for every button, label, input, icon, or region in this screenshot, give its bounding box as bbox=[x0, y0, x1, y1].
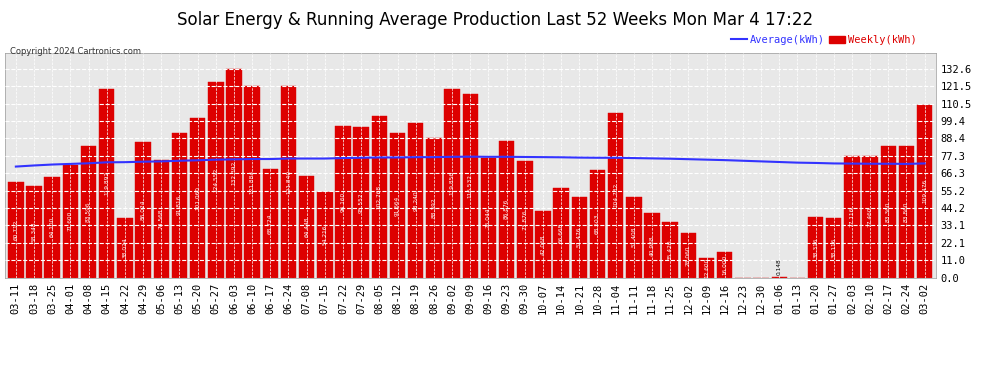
Bar bbox=[117, 217, 133, 278]
Bar bbox=[445, 89, 459, 278]
Text: 132.392: 132.392 bbox=[232, 161, 237, 186]
Bar bbox=[626, 196, 642, 278]
Bar bbox=[880, 146, 896, 278]
Bar bbox=[499, 141, 515, 278]
Bar bbox=[426, 138, 442, 278]
Text: 40.988: 40.988 bbox=[649, 235, 654, 256]
Bar bbox=[571, 196, 587, 278]
Bar bbox=[517, 161, 533, 278]
Bar bbox=[590, 170, 605, 278]
Text: 86.024: 86.024 bbox=[141, 200, 146, 220]
Bar bbox=[353, 127, 369, 278]
Text: 124.552: 124.552 bbox=[213, 167, 218, 192]
Text: 16.000: 16.000 bbox=[723, 255, 728, 275]
Bar bbox=[826, 217, 842, 278]
Bar bbox=[717, 252, 733, 278]
Text: 12.600: 12.600 bbox=[704, 257, 709, 278]
Bar bbox=[8, 182, 24, 278]
Text: 74.568: 74.568 bbox=[158, 209, 163, 229]
Text: 77.116: 77.116 bbox=[849, 207, 854, 227]
Text: 101.060: 101.060 bbox=[195, 186, 200, 210]
Bar bbox=[299, 176, 315, 278]
Text: 35.420: 35.420 bbox=[667, 239, 672, 260]
Bar bbox=[662, 222, 678, 278]
Bar bbox=[917, 105, 933, 278]
Bar bbox=[681, 233, 696, 278]
Bar bbox=[99, 89, 115, 278]
Text: 83.360: 83.360 bbox=[886, 202, 891, 222]
Text: 83.860: 83.860 bbox=[904, 201, 909, 222]
Bar bbox=[153, 160, 169, 278]
Bar bbox=[844, 156, 859, 278]
Text: 119.892: 119.892 bbox=[104, 171, 109, 195]
Text: 116.532: 116.532 bbox=[467, 174, 473, 198]
Text: 109.476: 109.476 bbox=[922, 179, 928, 203]
Bar bbox=[536, 211, 550, 278]
Bar bbox=[862, 156, 878, 278]
Bar bbox=[227, 69, 242, 278]
Bar bbox=[699, 258, 714, 278]
Bar bbox=[262, 170, 278, 278]
Text: 0.148: 0.148 bbox=[777, 258, 782, 275]
Text: 77.460: 77.460 bbox=[867, 206, 872, 227]
Bar bbox=[644, 213, 659, 278]
Text: 76.044: 76.044 bbox=[486, 207, 491, 228]
Bar bbox=[317, 192, 333, 278]
Text: Copyright 2024 Cartronics.com: Copyright 2024 Cartronics.com bbox=[10, 47, 141, 56]
Bar bbox=[62, 165, 78, 278]
Text: 68.724: 68.724 bbox=[268, 213, 273, 234]
Bar bbox=[336, 126, 350, 278]
Bar bbox=[27, 186, 42, 278]
Text: 104.732: 104.732 bbox=[613, 183, 618, 207]
Bar bbox=[81, 146, 96, 278]
Text: 68.503: 68.503 bbox=[595, 213, 600, 234]
Text: 71.600: 71.600 bbox=[68, 211, 73, 231]
Text: 91.816: 91.816 bbox=[177, 195, 182, 215]
Text: 96.160: 96.160 bbox=[341, 192, 346, 212]
Text: 121.884: 121.884 bbox=[249, 170, 254, 194]
Text: 86.876: 86.876 bbox=[504, 199, 509, 219]
Text: 38.024: 38.024 bbox=[123, 237, 128, 258]
Text: 95.552: 95.552 bbox=[358, 192, 363, 213]
Text: Solar Energy & Running Average Production Last 52 Weeks Mon Mar 4 17:22: Solar Energy & Running Average Productio… bbox=[177, 11, 813, 29]
Bar bbox=[136, 142, 150, 278]
Bar bbox=[808, 217, 824, 278]
Text: 56.668: 56.668 bbox=[558, 223, 563, 243]
Text: 38.116: 38.116 bbox=[832, 237, 837, 258]
Bar bbox=[371, 116, 387, 278]
Text: 64.100: 64.100 bbox=[50, 217, 54, 237]
Bar bbox=[462, 94, 478, 278]
Text: 64.448: 64.448 bbox=[304, 216, 309, 237]
Bar bbox=[281, 86, 296, 278]
Bar bbox=[45, 177, 60, 278]
Bar bbox=[190, 118, 205, 278]
Text: 28.060: 28.060 bbox=[686, 245, 691, 266]
Text: 102.768: 102.768 bbox=[377, 184, 382, 209]
Text: 88.392: 88.392 bbox=[432, 198, 437, 218]
Bar bbox=[899, 146, 914, 278]
Text: 38.316: 38.316 bbox=[813, 237, 818, 258]
Bar bbox=[408, 123, 424, 278]
Text: 60.712: 60.712 bbox=[13, 219, 19, 240]
Legend: Average(kWh), Weekly(kWh): Average(kWh), Weekly(kWh) bbox=[728, 31, 921, 49]
Text: 51.476: 51.476 bbox=[577, 227, 582, 247]
Bar bbox=[245, 86, 259, 278]
Bar bbox=[553, 188, 569, 278]
Text: 121.840: 121.840 bbox=[286, 170, 291, 194]
Text: 58.348: 58.348 bbox=[32, 221, 37, 242]
Text: 91.664: 91.664 bbox=[395, 195, 400, 216]
Text: 119.856: 119.856 bbox=[449, 171, 454, 195]
Text: 73.876: 73.876 bbox=[523, 209, 528, 230]
Text: 98.240: 98.240 bbox=[413, 190, 418, 210]
Text: 54.216: 54.216 bbox=[323, 225, 328, 245]
Text: 51.408: 51.408 bbox=[632, 227, 637, 247]
Text: 83.596: 83.596 bbox=[86, 201, 91, 222]
Bar bbox=[390, 133, 405, 278]
Text: 42.068: 42.068 bbox=[541, 234, 545, 255]
Bar bbox=[171, 133, 187, 278]
Bar bbox=[208, 81, 224, 278]
Bar bbox=[608, 113, 624, 278]
Bar bbox=[481, 158, 496, 278]
